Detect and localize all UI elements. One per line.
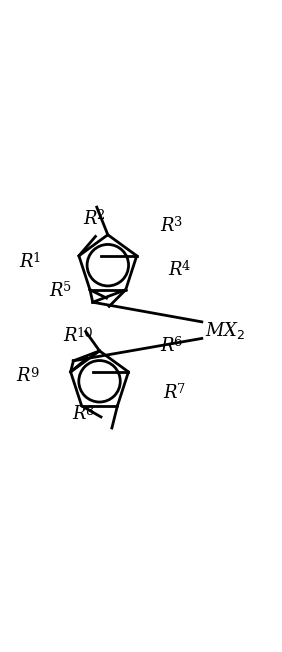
Text: 6: 6 (174, 336, 182, 349)
Text: 8: 8 (85, 405, 93, 418)
Text: R: R (72, 406, 85, 423)
Text: R: R (50, 282, 63, 300)
Text: 9: 9 (30, 367, 38, 380)
Text: 7: 7 (176, 383, 185, 396)
Text: 1: 1 (33, 252, 41, 265)
Text: MX$_2$: MX$_2$ (204, 319, 245, 340)
Text: R: R (17, 368, 30, 385)
Text: 10: 10 (77, 327, 94, 340)
Text: R: R (64, 327, 77, 346)
Text: R: R (163, 384, 177, 402)
Text: R: R (83, 210, 96, 228)
Text: 4: 4 (182, 261, 190, 273)
Text: R: R (160, 337, 174, 355)
Text: R: R (160, 216, 174, 235)
Text: 3: 3 (174, 216, 182, 230)
Text: 2: 2 (96, 209, 104, 222)
Text: 5: 5 (63, 281, 71, 294)
Text: R: R (19, 253, 33, 271)
Text: R: R (169, 261, 182, 279)
